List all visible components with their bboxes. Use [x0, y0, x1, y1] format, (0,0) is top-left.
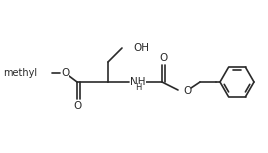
Text: OH: OH	[133, 43, 149, 53]
Text: O: O	[183, 86, 191, 96]
Text: O: O	[61, 68, 69, 78]
Text: methyl: methyl	[3, 68, 37, 78]
Text: O: O	[159, 53, 167, 63]
Text: O: O	[74, 101, 82, 111]
Text: NH: NH	[130, 77, 146, 87]
Text: H: H	[135, 84, 141, 93]
